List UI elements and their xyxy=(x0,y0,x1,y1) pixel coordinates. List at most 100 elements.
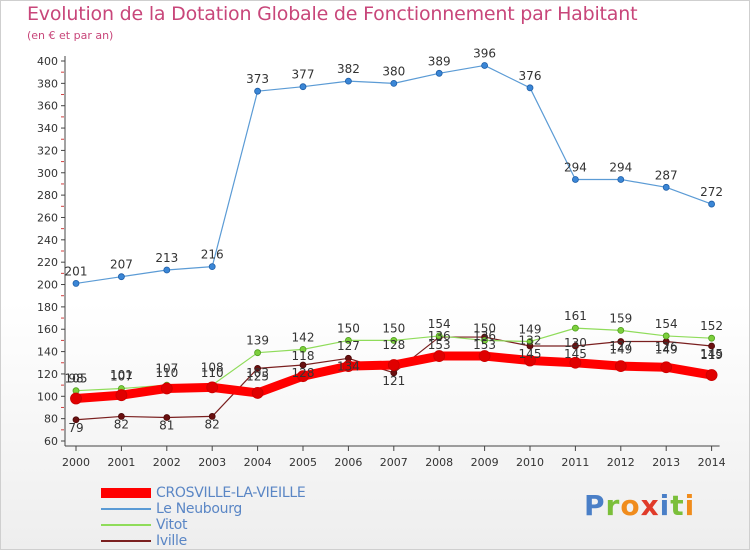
data-point xyxy=(299,361,307,369)
data-label: 101 xyxy=(110,368,133,382)
x-tick-label: 2003 xyxy=(198,456,226,469)
data-point xyxy=(572,342,579,350)
data-point xyxy=(387,359,400,371)
data-point xyxy=(705,369,718,381)
data-label: 110 xyxy=(155,366,178,380)
x-tick-label: 2001 xyxy=(107,456,135,469)
data-point xyxy=(344,77,352,85)
data-point xyxy=(526,84,534,92)
proxiti-logo: Proxiti xyxy=(584,489,696,522)
y-tick-label: 260 xyxy=(37,211,58,224)
data-label: 287 xyxy=(655,168,678,182)
legend-label: Iville xyxy=(156,533,187,549)
data-label: 127 xyxy=(609,339,632,353)
data-label: 154 xyxy=(655,317,678,331)
data-label: 152 xyxy=(700,319,723,333)
legend-swatch xyxy=(101,540,151,542)
data-point xyxy=(617,326,625,334)
legend-swatch xyxy=(101,508,151,510)
data-point xyxy=(390,79,398,87)
y-tick-label: 60 xyxy=(44,435,58,448)
data-label: 119 xyxy=(700,348,723,362)
data-point xyxy=(163,414,171,421)
data-label: 396 xyxy=(473,46,496,60)
data-label: 103 xyxy=(246,366,269,380)
data-point xyxy=(342,360,355,373)
x-tick-label: 2014 xyxy=(698,456,726,469)
data-point xyxy=(433,350,446,362)
data-point xyxy=(72,416,80,424)
data-label: 149 xyxy=(655,343,678,357)
data-label: 125 xyxy=(246,369,269,383)
data-label: 110 xyxy=(201,366,224,380)
data-label: 121 xyxy=(382,374,405,388)
chart-title: Evolution de la Dotation Globale de Fonc… xyxy=(27,3,638,25)
data-point xyxy=(660,361,673,374)
data-label: 79 xyxy=(68,421,83,435)
data-label: 127 xyxy=(337,339,360,353)
data-label: 201 xyxy=(65,264,88,278)
data-label: 128 xyxy=(382,338,405,352)
data-point xyxy=(708,334,715,342)
data-label: 216 xyxy=(201,248,224,262)
data-point xyxy=(254,364,262,372)
data-label: 377 xyxy=(292,68,315,82)
data-label: 150 xyxy=(337,321,360,335)
x-tick-label: 2005 xyxy=(289,456,317,469)
data-label: 376 xyxy=(519,69,542,83)
data-label: 294 xyxy=(564,160,587,174)
x-tick-label: 2007 xyxy=(380,456,408,469)
data-point xyxy=(299,83,307,91)
y-tick-label: 360 xyxy=(37,100,58,113)
data-label: 105 xyxy=(65,372,88,386)
data-point xyxy=(435,332,443,340)
data-point xyxy=(708,200,715,208)
data-label: 136 xyxy=(473,329,496,343)
data-label: 132 xyxy=(519,334,542,348)
data-label: 139 xyxy=(246,334,269,348)
y-tick-label: 80 xyxy=(44,413,58,426)
y-tick-label: 140 xyxy=(37,346,58,359)
legend-label: CROSVILLE-LA-VIEILLE xyxy=(156,485,306,501)
legend-swatch xyxy=(101,488,151,498)
data-label: 82 xyxy=(205,417,220,431)
data-label: 145 xyxy=(564,347,587,361)
data-label: 82 xyxy=(114,417,129,431)
data-label: 373 xyxy=(246,72,269,86)
legend-label: Vitot xyxy=(156,517,188,533)
data-point xyxy=(206,381,219,394)
x-tick-label: 2012 xyxy=(607,456,635,469)
y-tick-label: 240 xyxy=(37,234,58,247)
data-label: 153 xyxy=(428,338,451,352)
x-tick-label: 2002 xyxy=(153,456,181,469)
y-tick-label: 100 xyxy=(37,390,58,403)
data-label: 118 xyxy=(292,349,315,363)
y-tick-label: 200 xyxy=(37,279,58,292)
data-point xyxy=(118,413,125,420)
data-label: 142 xyxy=(292,330,315,344)
data-point xyxy=(118,273,125,281)
data-label: 380 xyxy=(382,64,405,78)
data-label: 154 xyxy=(428,317,451,331)
data-point xyxy=(481,62,489,69)
data-label: 213 xyxy=(155,251,178,265)
y-tick-label: 280 xyxy=(37,189,58,202)
y-tick-label: 320 xyxy=(37,144,58,157)
data-point xyxy=(617,338,625,345)
data-label: 136 xyxy=(428,329,451,343)
y-tick-label: 220 xyxy=(37,256,58,269)
x-tick-label: 2013 xyxy=(652,456,680,469)
data-point xyxy=(344,337,352,344)
data-point xyxy=(160,382,173,395)
data-point xyxy=(72,280,80,287)
data-point xyxy=(614,360,627,373)
data-label: 150 xyxy=(473,321,496,335)
x-tick-label: 2010 xyxy=(516,456,544,469)
data-label: 107 xyxy=(155,361,178,375)
data-label: 382 xyxy=(337,62,360,76)
data-point xyxy=(208,413,216,420)
data-label: 153 xyxy=(473,338,496,352)
data-point xyxy=(115,389,128,402)
data-label: 272 xyxy=(700,185,723,199)
data-point xyxy=(163,266,171,274)
